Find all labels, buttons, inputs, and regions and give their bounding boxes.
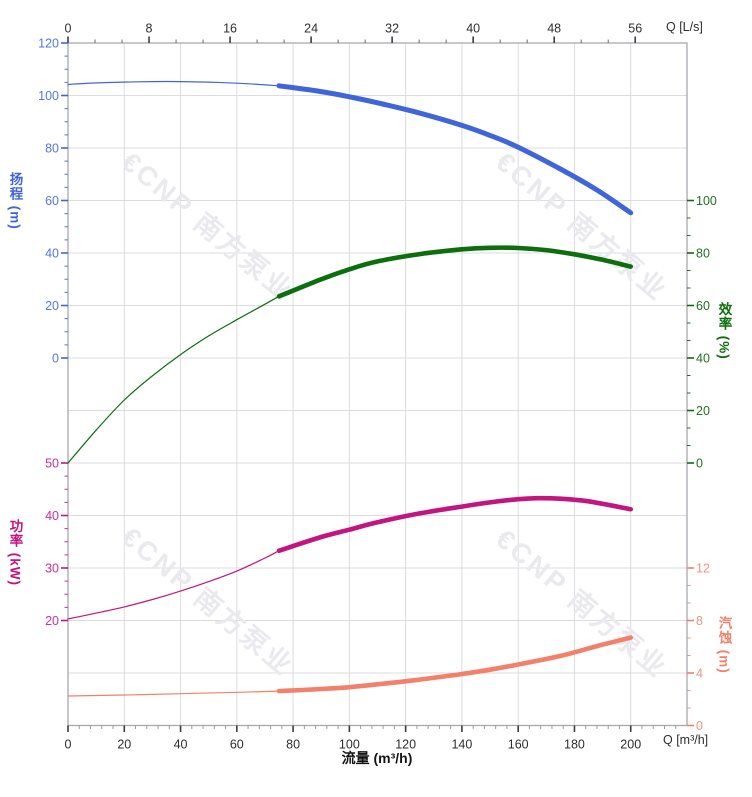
top-axis-tick-label: 24	[304, 22, 318, 36]
npsh-axis-tick-label: 4	[696, 667, 703, 681]
top-axis-tick-label: 16	[223, 22, 237, 36]
flow-axis-title: 流量 (m³/h)	[341, 750, 413, 766]
top-axis-unit-label: Q [L/s]	[666, 20, 703, 34]
efficiency-curve-thin	[67, 295, 280, 464]
efficiency-curve-thick	[276, 245, 633, 299]
head-curve-thick	[276, 83, 634, 216]
power-axis-tick-label: 30	[45, 562, 59, 576]
bottom-axis-tick-label: 140	[451, 738, 472, 752]
top-axis-tick-label: 32	[385, 22, 399, 36]
head-axis-title: 扬程 (m)	[7, 172, 23, 230]
bottom-axis-tick-label: 120	[395, 738, 416, 752]
eff-axis-tick-label: 100	[696, 194, 717, 208]
bottom-axis-tick-label: 180	[564, 738, 585, 752]
bottom-axis-tick-label: 160	[508, 738, 529, 752]
npsh-axis-tick-label: 12	[696, 562, 710, 576]
bottom-axis-tick-label: 80	[286, 738, 300, 752]
eff-axis-tick-label: 20	[696, 404, 710, 418]
top-axis-tick-label: 40	[466, 22, 480, 36]
power-axis-tick-label: 40	[45, 509, 59, 523]
power-axis-tick-label: 20	[45, 614, 59, 628]
npsh-axis-tick-label: 0	[696, 719, 703, 733]
plot-frame	[67, 42, 688, 727]
bottom-axis-tick-label: 20	[117, 738, 131, 752]
eff-axis-tick-label: 80	[696, 247, 710, 261]
eff-axis-tick-label: 40	[696, 352, 710, 366]
bottom-axis-tick-label: 100	[339, 738, 360, 752]
head-axis-tick-label: 80	[45, 142, 59, 156]
top-axis-tick-label: 56	[628, 22, 642, 36]
top-axis-tick-label: 0	[65, 22, 72, 36]
head-axis-tick-label: 120	[38, 37, 59, 51]
power-axis-title: 功率 (kW)	[7, 519, 23, 586]
bottom-axis-tick-label: 0	[65, 738, 72, 752]
top-axis-tick-label: 48	[547, 22, 561, 36]
npsh-axis-tick-label: 8	[696, 614, 703, 628]
npsh-curve-thin	[67, 690, 280, 697]
power-axis-tick-label: 50	[45, 457, 59, 471]
head-axis-tick-label: 60	[45, 194, 59, 208]
power-curve-thin	[67, 550, 280, 620]
bottom-axis-tick-label: 200	[620, 738, 641, 752]
eff-axis-tick-label: 60	[696, 299, 710, 313]
head-axis-tick-label: 40	[45, 247, 59, 261]
head-axis-tick-label: 100	[38, 89, 59, 103]
npsh-curve-thick	[276, 635, 633, 694]
power-curve-thick	[276, 495, 633, 553]
head-curve-thin	[67, 80, 280, 87]
head-axis-tick-label: 0	[52, 352, 59, 366]
cnp-watermark: €CNP 南方泵业	[116, 146, 300, 307]
efficiency-axis-title: 效率 (%)	[716, 302, 732, 360]
top-axis-tick-label: 8	[146, 22, 153, 36]
head-axis-tick-label: 20	[45, 299, 59, 313]
bottom-axis-tick-label: 60	[230, 738, 244, 752]
eff-axis-tick-label: 0	[696, 457, 703, 471]
bottom-axis-unit-label: Q [m³/h]	[663, 733, 709, 747]
bottom-axis-tick-label: 40	[174, 738, 188, 752]
npsh-axis-title: 汽蚀 (m)	[716, 616, 732, 674]
